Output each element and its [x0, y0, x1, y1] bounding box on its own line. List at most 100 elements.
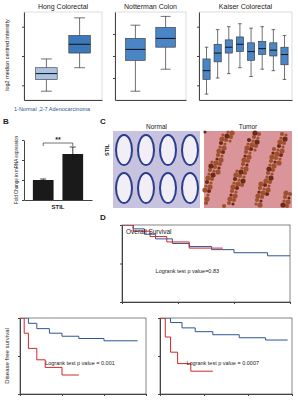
nucleus	[272, 147, 276, 151]
whisker-high	[135, 25, 136, 38]
tick	[158, 356, 160, 357]
tick-mark	[146, 394, 147, 396]
whisker-low	[284, 65, 285, 80]
median	[69, 44, 91, 45]
tick-mark	[290, 302, 291, 304]
nucleus	[287, 196, 290, 199]
whisker-low	[262, 55, 263, 70]
plot-area	[122, 225, 290, 256]
median	[156, 38, 176, 39]
nucleus	[210, 172, 215, 177]
whisker-low	[79, 53, 80, 68]
nucleus	[213, 160, 218, 165]
nucleus	[263, 178, 268, 183]
tick-mark	[62, 394, 63, 396]
nucleus	[202, 187, 207, 192]
whisker-cap-high	[272, 29, 276, 30]
whisker-cap-high	[216, 29, 220, 30]
nucleus	[230, 184, 235, 189]
axis	[158, 319, 161, 395]
nucleus	[282, 199, 285, 202]
nucleus	[243, 154, 246, 157]
whisker-low	[228, 53, 229, 74]
median	[214, 53, 221, 54]
nucleus	[278, 157, 281, 160]
nucleus	[217, 166, 220, 169]
nucleus	[271, 151, 274, 154]
axis-line	[160, 319, 161, 395]
tick	[18, 356, 20, 357]
tick-mark	[22, 200, 24, 201]
nucleus	[240, 166, 243, 169]
tick	[22, 85, 24, 86]
whisker-cap-low	[272, 70, 276, 71]
nucleus	[245, 163, 248, 166]
nucleus	[226, 130, 229, 133]
median	[247, 51, 254, 52]
nucleus	[233, 172, 238, 177]
whisker-cap-high	[161, 16, 171, 17]
nucleus	[216, 148, 221, 153]
nucleus	[268, 163, 271, 166]
axis	[25, 100, 103, 101]
tick-mark	[197, 85, 199, 86]
tick-mark	[22, 85, 24, 86]
plot-area	[36, 18, 91, 91]
tick-mark	[197, 27, 199, 28]
axis-title: Disease free survival	[4, 328, 10, 384]
box	[225, 40, 232, 53]
nucleus	[269, 154, 274, 159]
whisker-cap-low	[216, 78, 220, 79]
nucleus	[252, 130, 257, 135]
axis-line	[199, 13, 200, 101]
nucleus	[260, 190, 265, 195]
nucleus	[205, 175, 210, 180]
nucleus	[254, 202, 257, 205]
axis	[22, 13, 25, 101]
axis-title: 1-Normal ,2-7 Adenocarcinoma	[14, 106, 91, 112]
nucleus	[234, 190, 237, 193]
whisker-cap-low	[205, 94, 209, 95]
tick-mark	[160, 394, 161, 396]
tick-mark	[292, 394, 293, 396]
crypt	[138, 135, 154, 165]
tick	[178, 302, 179, 304]
tick-mark	[120, 225, 122, 226]
nucleus	[254, 139, 259, 144]
nucleus	[262, 187, 265, 190]
nucleus	[284, 133, 287, 136]
axis-line	[24, 141, 25, 201]
micrograph-bg	[204, 131, 292, 208]
axis	[120, 226, 123, 303]
tick	[62, 394, 63, 396]
median	[36, 73, 58, 74]
plot-frame	[199, 12, 292, 100]
median	[126, 49, 146, 50]
nucleus	[257, 202, 262, 207]
nucleus	[212, 169, 215, 172]
box	[281, 47, 288, 65]
nucleus	[237, 178, 240, 181]
tick	[197, 27, 199, 28]
tick	[122, 302, 123, 304]
micrograph-bg	[113, 131, 200, 208]
nucleus	[247, 138, 251, 142]
bar	[33, 180, 54, 200]
box	[156, 27, 176, 47]
nucleus	[258, 181, 263, 186]
nucleus	[273, 160, 276, 163]
tick	[158, 394, 160, 395]
median	[281, 54, 288, 55]
tick	[204, 394, 205, 396]
nucleus	[221, 145, 226, 150]
nucleus	[221, 133, 224, 136]
nucleus	[257, 190, 260, 193]
survival-curve	[160, 318, 288, 340]
nucleus	[274, 151, 279, 156]
axis	[21, 394, 147, 396]
axis	[116, 100, 187, 101]
whisker-low	[251, 60, 252, 76]
nucleus	[215, 157, 218, 160]
nucleus	[215, 169, 220, 174]
nucleus	[281, 145, 284, 148]
